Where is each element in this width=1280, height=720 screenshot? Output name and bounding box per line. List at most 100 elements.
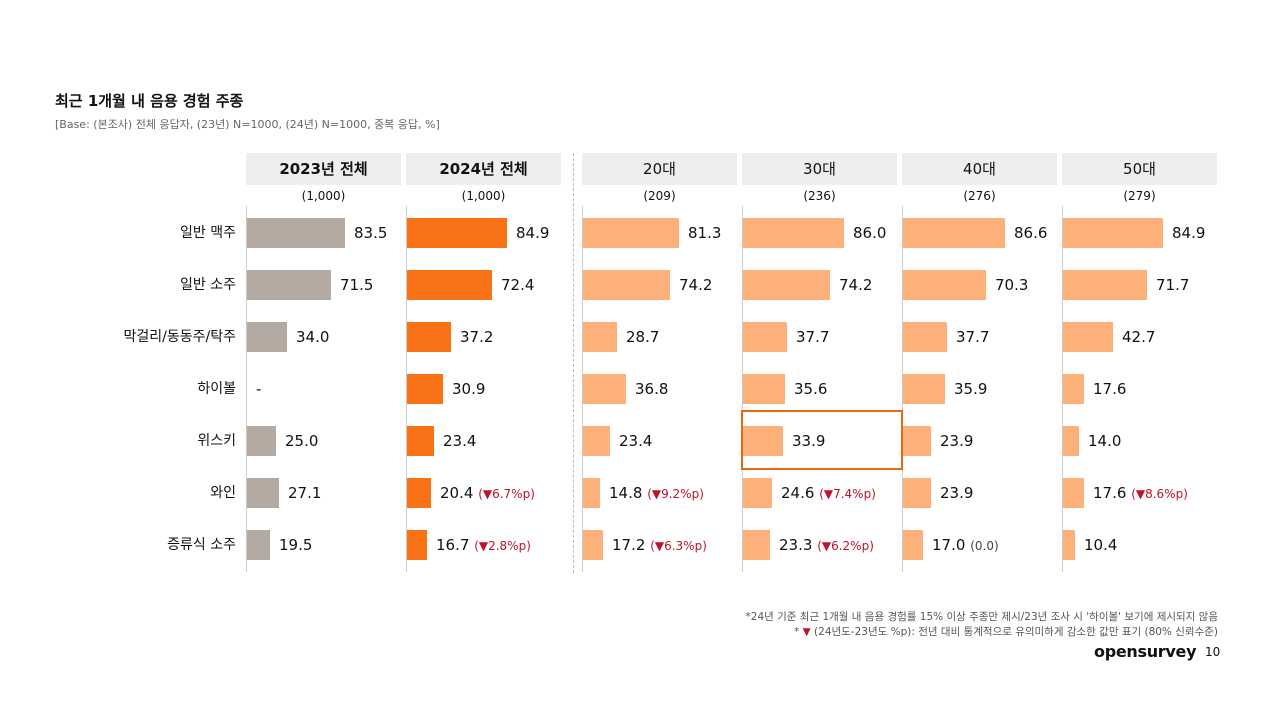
category-label: 위스키: [197, 433, 236, 449]
bar: [903, 218, 1005, 248]
bar: [247, 218, 345, 248]
chart-subtitle: [Base: (본조사) 전체 응답자, (23년) N=1000, (24년)…: [55, 118, 440, 131]
value-number: 28.7: [626, 328, 660, 346]
value-number: 86.0: [853, 224, 887, 242]
value-number: 70.3: [995, 276, 1029, 294]
category-label: 일반 소주: [180, 277, 236, 293]
value-number: 37.7: [956, 328, 990, 346]
bar: [247, 530, 270, 560]
bar: [247, 478, 279, 508]
footnote-text: (24년도-23년도 %p): 전년 대비 통계적으로 유의미하게 감소한 값만…: [810, 626, 1218, 638]
value-number: 17.2: [612, 536, 646, 554]
value-number: 35.6: [794, 380, 828, 398]
value-label: 28.7: [626, 327, 659, 347]
column-sample-size: (276): [963, 189, 996, 203]
category-label: 하이볼: [197, 381, 236, 397]
bar: [1063, 322, 1113, 352]
value-label: 24.6 (▼7.4%p): [781, 483, 876, 504]
value-number: 37.7: [796, 328, 830, 346]
value-number: 27.1: [288, 484, 322, 502]
bar: [743, 270, 830, 300]
value-label: 33.9: [792, 431, 825, 451]
decrease-label: (▼2.8%p): [474, 539, 531, 553]
bar: [583, 426, 610, 456]
value-label: 74.2: [679, 275, 712, 295]
decrease-label: (▼7.4%p): [819, 487, 876, 501]
bar: [407, 530, 427, 560]
column-header: 2024년 전체: [406, 153, 561, 185]
bar: [743, 218, 844, 248]
value-number: 30.9: [452, 380, 486, 398]
column-sample-size: (1,000): [461, 189, 506, 203]
value-label: 16.7 (▼2.8%p): [436, 535, 531, 556]
bar: [407, 374, 443, 404]
footnote-criteria: *24년 기준 최근 1개월 내 음용 경험률 15% 이상 주종만 제시/23…: [745, 611, 1218, 623]
bar: [903, 322, 947, 352]
value-number: 34.0: [296, 328, 330, 346]
bar: [903, 270, 986, 300]
value-label: 86.0: [853, 223, 886, 243]
value-label: 34.0: [296, 327, 329, 347]
value-label: 23.9: [940, 431, 973, 451]
value-number: 74.2: [839, 276, 873, 294]
value-number: 33.9: [792, 432, 826, 450]
column-header: 40대: [902, 153, 1057, 185]
value-label: 25.0: [285, 431, 318, 451]
bar: [743, 530, 770, 560]
bar: [407, 270, 492, 300]
value-label: 14.8 (▼9.2%p): [609, 483, 704, 504]
bar: [903, 426, 931, 456]
value-label: 37.7: [956, 327, 989, 347]
value-number: 25.0: [285, 432, 319, 450]
value-label: 23.9: [940, 483, 973, 503]
value-number: 16.7: [436, 536, 470, 554]
bar: [583, 270, 670, 300]
value-label: 17.2 (▼6.3%p): [612, 535, 707, 556]
value-label: 17.6 (▼8.6%p): [1093, 483, 1188, 504]
highlight-box-30s-whisky: [741, 410, 903, 470]
axis-line: [246, 206, 247, 572]
value-number: 17.6: [1093, 380, 1127, 398]
value-number: 19.5: [279, 536, 313, 554]
axis-line: [1062, 206, 1063, 572]
decrease-label: (▼6.2%p): [817, 539, 874, 553]
chart-title: 최근 1개월 내 음용 경험 주종: [55, 92, 244, 110]
value-label: 72.4: [501, 275, 534, 295]
value-number: 81.3: [688, 224, 722, 242]
value-number: 71.5: [340, 276, 374, 294]
bar: [407, 218, 507, 248]
value-number: 35.9: [954, 380, 988, 398]
bar: [247, 322, 287, 352]
value-label: 86.6: [1014, 223, 1047, 243]
value-label: 71.7: [1156, 275, 1189, 295]
bar: [407, 478, 431, 508]
brand-logo: opensurvey: [1094, 642, 1197, 661]
value-number: 10.4: [1084, 536, 1118, 554]
value-number: 23.9: [940, 432, 974, 450]
value-label: 19.5: [279, 535, 312, 555]
value-label: 17.6: [1093, 379, 1126, 399]
bar: [583, 530, 603, 560]
value-label: 20.4 (▼6.7%p): [440, 483, 535, 504]
value-label: 23.4: [443, 431, 476, 451]
column-header: 50대: [1062, 153, 1217, 185]
value-label: 37.7: [796, 327, 829, 347]
axis-line: [582, 206, 583, 572]
value-number: 83.5: [354, 224, 388, 242]
bar: [247, 270, 331, 300]
footnote-prefix: *: [794, 626, 803, 638]
column-header: 20대: [582, 153, 737, 185]
value-number: 17.6: [1093, 484, 1127, 502]
value-number: 23.9: [940, 484, 974, 502]
column-header: 30대: [742, 153, 897, 185]
category-label: 와인: [210, 485, 236, 501]
value-number: 23.4: [619, 432, 653, 450]
value-label: 42.7: [1122, 327, 1155, 347]
value-number: 86.6: [1014, 224, 1048, 242]
bar: [1063, 530, 1075, 560]
bar: [903, 478, 931, 508]
value-label: 84.9: [1172, 223, 1205, 243]
value-number: 37.2: [460, 328, 494, 346]
bar: [743, 426, 783, 456]
bar: [1063, 374, 1084, 404]
